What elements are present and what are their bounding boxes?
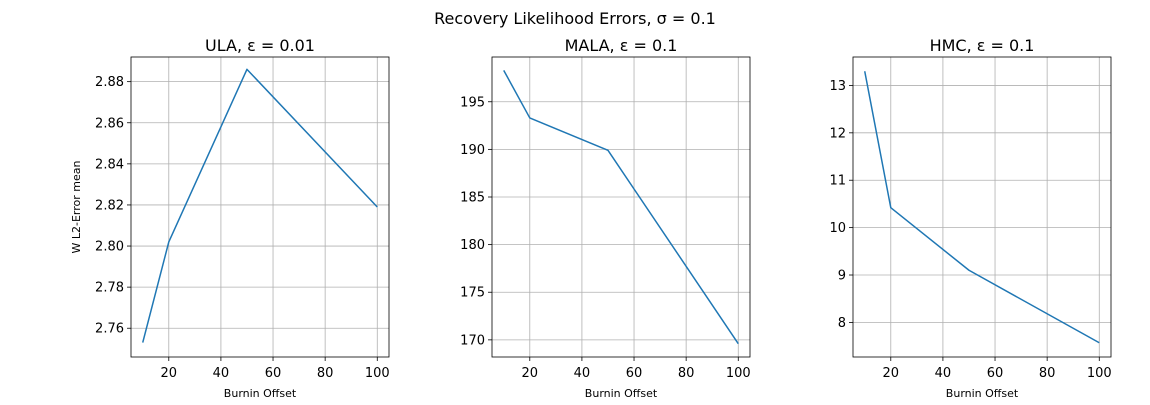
x-tick-label: 80 [1039,366,1056,381]
y-tick-label: 2.86 [95,116,124,131]
axes-frame [130,56,390,358]
y-tick-label: 185 [460,191,485,206]
subplot-title: ULA, ε = 0.01 [205,36,315,55]
x-axis-label: Burnin Offset [585,387,658,400]
x-tick-label: 20 [883,366,900,381]
y-tick-label: 175 [460,286,485,301]
x-tick-label: 100 [365,366,390,381]
x-tick-label: 100 [726,366,751,381]
x-tick-label: 40 [935,366,952,381]
y-tick-label: 9 [838,269,846,284]
y-tick-label: 2.78 [95,281,124,296]
x-tick-label: 40 [574,366,591,381]
y-axis-label: W L2-Error mean [70,160,83,253]
x-tick-label: 40 [213,366,230,381]
x-axis-label: Burnin Offset [946,387,1019,400]
subplot-2: 20 40 60 80 100 170 175 180 185 190 195 MALA, ε = 0… [460,36,751,400]
x-axis-label: Burnin Offset [224,387,297,400]
subplot-3: 20 40 60 80 100 8 9 10 11 12 13 HMC, ε = 0.1 Burnin … [829,36,1111,400]
axes-frame [852,56,1112,358]
x-tick-label: 20 [161,366,178,381]
x-tick-label: 60 [987,366,1004,381]
axes-frame [491,56,751,358]
x-tick-label: 60 [626,366,643,381]
x-tick-label: 80 [678,366,695,381]
x-tick-label: 20 [522,366,539,381]
y-tick-label: 190 [460,143,485,158]
x-tick-label: 80 [317,366,334,381]
series-line [142,68,378,343]
y-tick-label: 195 [460,95,485,110]
y-tick-label: 10 [829,221,846,236]
y-tick-label: 2.82 [95,198,124,213]
y-tick-label: 11 [829,174,846,189]
x-tick-label: 60 [265,366,282,381]
y-tick-label: 2.76 [95,322,124,337]
subplot-1: 20 40 60 80 100 2.76 2.78 2.80 2.82 2.84 2.86 2.88 U… [70,36,390,400]
y-tick-label: 12 [829,126,846,141]
y-tick-label: 180 [460,238,485,253]
y-tick-label: 2.84 [95,157,124,172]
y-tick-label: 170 [460,333,485,348]
subplots: 20 40 60 80 100 2.76 2.78 2.80 2.82 2.84 2.86 2.88 U… [70,36,1112,400]
y-tick-label: 2.80 [95,240,124,255]
subplot-title: MALA, ε = 0.1 [565,36,678,55]
series-line [503,69,739,345]
y-tick-label: 13 [829,79,846,94]
subplot-title: HMC, ε = 0.1 [930,36,1035,55]
figure-suptitle: Recovery Likelihood Errors, σ = 0.1 [434,9,716,28]
series-line [863,71,1100,344]
y-tick-label: 8 [838,316,846,331]
y-tick-label: 2.88 [95,75,124,90]
x-tick-label: 100 [1087,366,1112,381]
